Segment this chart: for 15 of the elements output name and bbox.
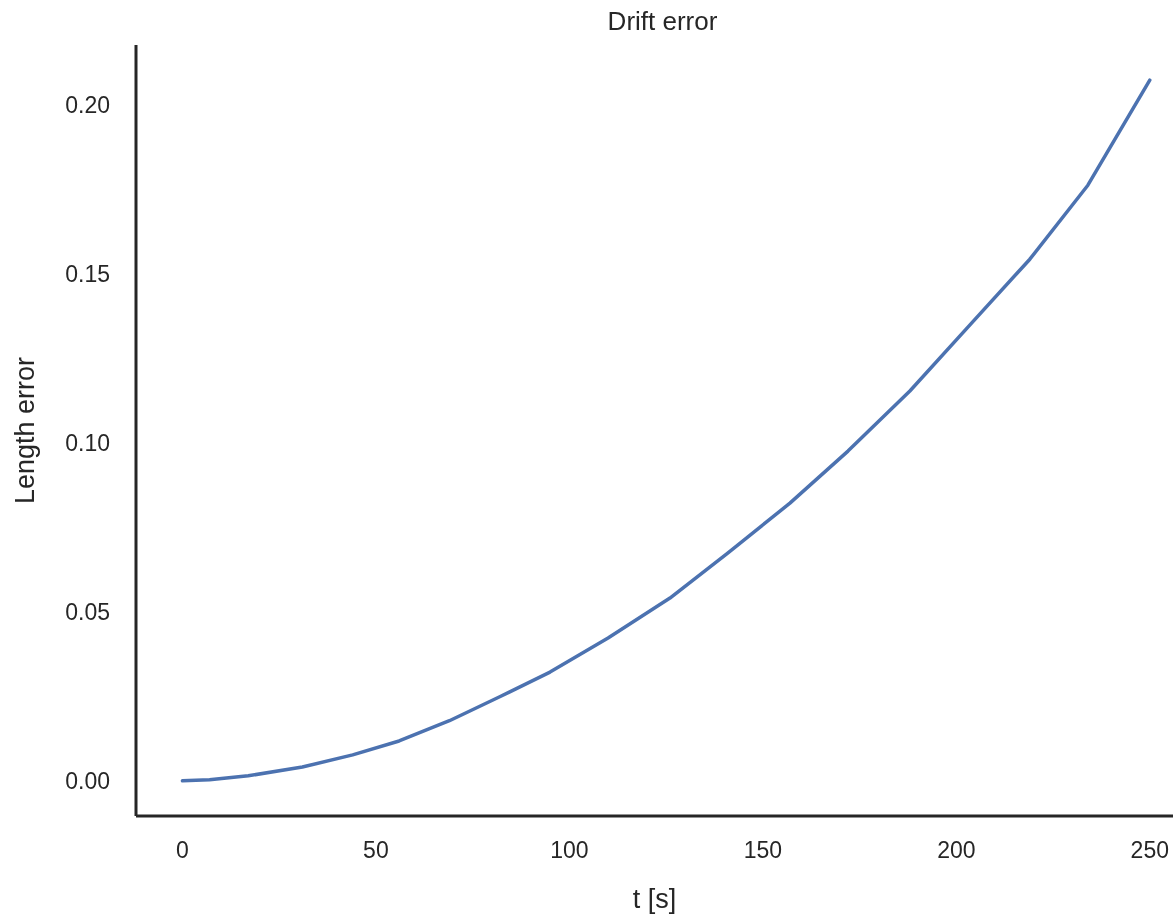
y-tick-label: 0.05 — [65, 598, 110, 625]
y-tick-label: 0.00 — [65, 767, 110, 794]
x-axis-title: t [s] — [632, 884, 677, 914]
x-tick-label: 100 — [550, 837, 589, 863]
y-tick-label: 0.15 — [65, 261, 110, 288]
y-tick-label: 0.20 — [65, 92, 110, 119]
line-series — [180, 78, 1152, 783]
x-tick-label: 250 — [1130, 837, 1169, 863]
y-axis-title: Length error — [10, 356, 40, 505]
x-tick-label: 0 — [176, 837, 189, 863]
x-tick-label: 50 — [363, 837, 389, 863]
x-tick-label: 200 — [937, 837, 976, 863]
x-tick-label: 150 — [743, 837, 783, 863]
chart-title: Drift error — [607, 6, 718, 36]
y-tick-label: 0.10 — [65, 430, 110, 457]
